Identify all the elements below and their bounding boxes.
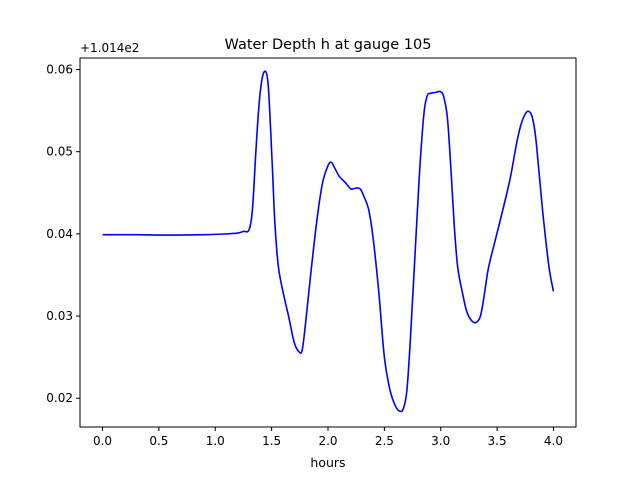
x-tick-label: 3.5 [488,434,507,448]
series-lines [102,70,555,413]
plot-frame [79,57,577,428]
axis-ticks: 0.0 0.5 1.0 1.5 2.0 2.5 3.0 3.5 4.0 0.02 0.03 0.04 0… [46,63,563,448]
x-tick-label: 3.0 [431,434,450,448]
y-tick-label: 0.04 [46,227,73,241]
y-offset-label: +1.014e2 [80,41,139,55]
x-tick-label: 4.0 [544,434,563,448]
series-line-0 [102,70,555,413]
y-tick-label: 0.05 [46,145,73,159]
x-tick-label: 2.5 [375,434,394,448]
y-tick-label: 0.03 [46,309,73,323]
y-tick-label: 0.06 [46,63,73,77]
chart-title: Water Depth h at gauge 105 [225,37,432,53]
x-tick-label: 2.0 [318,434,337,448]
y-tick-label: 0.02 [46,391,73,405]
x-tick-label: 0.5 [149,434,168,448]
x-tick-label: 0.0 [93,434,112,448]
x-tick-label: 1.5 [262,434,281,448]
x-tick-label: 1.0 [206,434,225,448]
x-axis-label: hours [310,455,345,470]
